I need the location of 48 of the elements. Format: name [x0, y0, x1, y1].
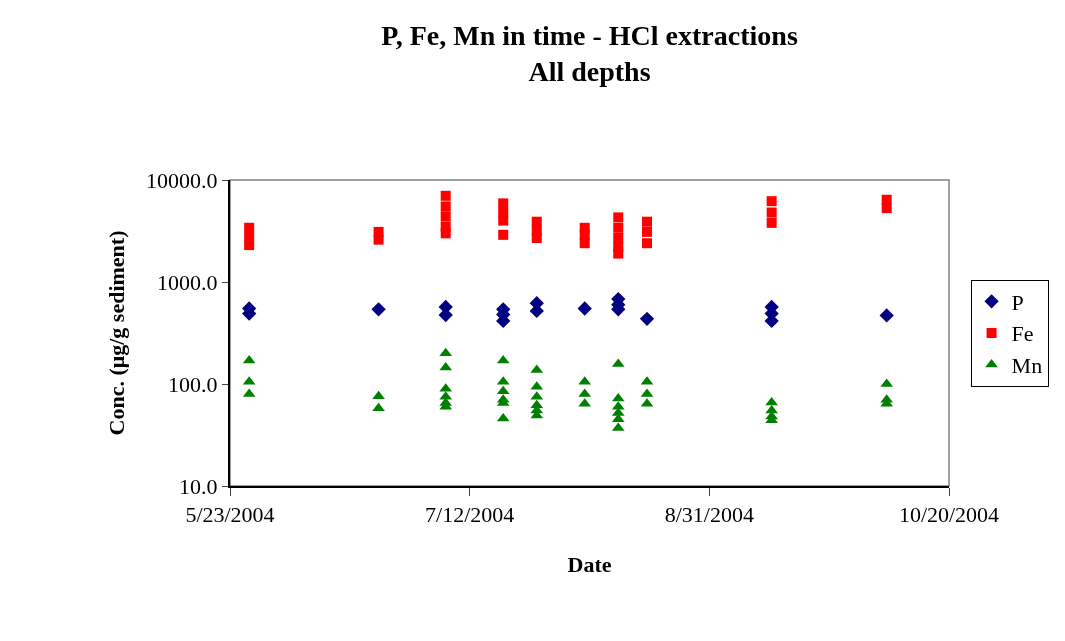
point [440, 201, 451, 212]
x-axis-title: Date [567, 551, 612, 577]
point [766, 196, 777, 207]
point [440, 228, 451, 239]
point [613, 233, 624, 243]
point [613, 248, 624, 259]
point [244, 240, 255, 251]
point [439, 347, 453, 357]
point [498, 229, 509, 240]
point [611, 413, 625, 423]
point [373, 234, 384, 245]
point [766, 207, 777, 218]
y-tick-label: 10000.0 [146, 167, 218, 193]
chart-subtitle: All depths [528, 56, 651, 88]
point [639, 311, 655, 327]
point [498, 215, 509, 226]
x-tick-label: 7/12/2004 [425, 502, 515, 528]
legend-label: Fe [1011, 321, 1034, 347]
point [881, 203, 892, 214]
point [531, 233, 542, 243]
point [766, 217, 777, 228]
point [642, 238, 653, 249]
point [642, 216, 653, 227]
point [440, 211, 451, 222]
x-tick-label: 8/31/2004 [664, 502, 754, 528]
point [765, 396, 778, 406]
legend-label: Mn [1011, 353, 1043, 379]
point [371, 302, 386, 317]
point [579, 238, 590, 249]
legend-label: P [1011, 289, 1024, 315]
y-tick-label: 10.0 [179, 473, 218, 499]
point [496, 412, 510, 422]
point [577, 301, 592, 316]
point [642, 226, 653, 237]
point [496, 354, 510, 364]
x-tick-label: 5/23/2004 [185, 502, 275, 528]
point [613, 222, 624, 233]
point [498, 198, 509, 209]
point [879, 308, 894, 323]
point [242, 354, 256, 364]
point [244, 231, 255, 242]
y-tick-label: 100.0 [168, 371, 218, 397]
point [613, 212, 624, 223]
y-axis-title: Conc. (μg/g sediment) [104, 230, 130, 436]
x-tick-label: 10/20/2004 [898, 502, 1000, 528]
y-tick-label: 1000.0 [157, 269, 218, 295]
point [440, 190, 451, 201]
chart-title: P, Fe, Mn in time - HCl extractions [381, 19, 798, 51]
